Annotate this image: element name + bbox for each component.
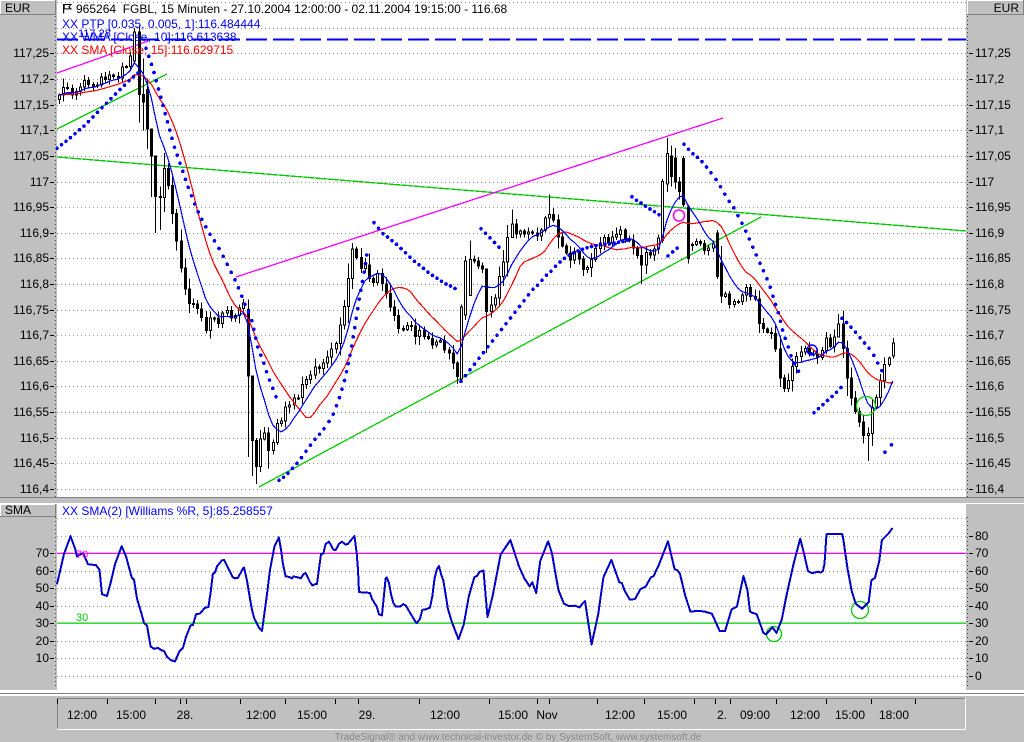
svg-text:117,15: 117,15 — [975, 98, 1011, 112]
svg-text:10: 10 — [975, 651, 989, 665]
svg-text:117: 117 — [30, 175, 49, 189]
svg-text:SMA: SMA — [5, 503, 31, 517]
svg-text:116,9: 116,9 — [975, 226, 1004, 240]
svg-text:EUR: EUR — [5, 1, 31, 15]
svg-text:116,5: 116,5 — [20, 431, 49, 445]
svg-text:EUR: EUR — [994, 1, 1020, 15]
svg-text:116,4: 116,4 — [975, 482, 1004, 496]
svg-text:116,9: 116,9 — [20, 226, 49, 240]
svg-text:116,45: 116,45 — [13, 456, 49, 470]
svg-text:Nov: Nov — [536, 708, 557, 722]
svg-text:116,95: 116,95 — [975, 200, 1011, 214]
svg-text:116,65: 116,65 — [975, 354, 1011, 368]
svg-text:30: 30 — [975, 616, 989, 630]
svg-text:09:00: 09:00 — [740, 708, 770, 722]
svg-text:117,1: 117,1 — [975, 123, 1004, 137]
svg-text:116,6: 116,6 — [20, 379, 49, 393]
svg-text:29.: 29. — [359, 708, 376, 722]
svg-text:XX SMA [Close, 15]:116.629715: XX SMA [Close, 15]:116.629715 — [62, 43, 234, 57]
svg-text:15:00: 15:00 — [116, 708, 146, 722]
svg-text:15:00: 15:00 — [498, 708, 528, 722]
svg-text:40: 40 — [975, 599, 989, 613]
svg-text:117,1: 117,1 — [20, 123, 49, 137]
svg-text:116,4: 116,4 — [20, 482, 49, 496]
svg-text:12:00: 12:00 — [430, 708, 460, 722]
svg-text:XX WMA [Close, 10]:116.613638: XX WMA [Close, 10]:116.613638 — [62, 30, 237, 44]
svg-text:12:00: 12:00 — [67, 708, 97, 722]
svg-text:117,2: 117,2 — [975, 72, 1004, 86]
svg-text:116,95: 116,95 — [13, 200, 49, 214]
svg-text:116,45: 116,45 — [975, 456, 1011, 470]
svg-text:30: 30 — [36, 616, 50, 630]
svg-text:116,8: 116,8 — [975, 277, 1004, 291]
svg-text:12:00: 12:00 — [605, 708, 635, 722]
svg-text:117,25: 117,25 — [13, 46, 49, 60]
svg-text:117: 117 — [975, 175, 994, 189]
svg-text:XX SMA(2) [Williams %R, 5]:85.: XX SMA(2) [Williams %R, 5]:85.258557 — [62, 504, 273, 518]
svg-text:60: 60 — [36, 564, 50, 578]
svg-text:30: 30 — [76, 612, 88, 624]
svg-text:116,65: 116,65 — [13, 354, 49, 368]
svg-text:116,75: 116,75 — [975, 303, 1011, 317]
svg-text:40: 40 — [36, 599, 50, 613]
svg-text:0: 0 — [975, 669, 982, 683]
svg-text:10: 10 — [36, 651, 50, 665]
svg-text:116,85: 116,85 — [13, 251, 49, 265]
svg-text:116,85: 116,85 — [975, 251, 1011, 265]
svg-text:116,7: 116,7 — [975, 328, 1004, 342]
svg-text:117,05: 117,05 — [13, 149, 49, 163]
svg-text:116,75: 116,75 — [13, 303, 49, 317]
svg-text:TradeSignal® and www.technical: TradeSignal® and www.technical-investor.… — [335, 732, 702, 742]
svg-text:117,28: 117,28 — [78, 28, 111, 40]
svg-text:116,6: 116,6 — [975, 379, 1004, 393]
svg-text:117,15: 117,15 — [13, 98, 49, 112]
svg-text:965264 FGBL, 15 Minuten - 27.: 965264 FGBL, 15 Minuten - 27.10.2004 12:… — [76, 2, 508, 16]
svg-text:2.: 2. — [717, 708, 727, 722]
svg-text:116,55: 116,55 — [13, 405, 49, 419]
svg-text:12:00: 12:00 — [246, 708, 276, 722]
svg-text:50: 50 — [975, 581, 989, 595]
svg-text:80: 80 — [975, 529, 989, 543]
svg-text:116,5: 116,5 — [975, 431, 1004, 445]
svg-text:XX PTP [0.035, 0.005, 1]:116.4: XX PTP [0.035, 0.005, 1]:116.484444 — [62, 17, 261, 31]
svg-text:117,05: 117,05 — [975, 149, 1011, 163]
svg-text:15:00: 15:00 — [297, 708, 327, 722]
svg-text:116,7: 116,7 — [20, 328, 49, 342]
svg-text:116,8: 116,8 — [20, 277, 49, 291]
svg-text:20: 20 — [975, 634, 989, 648]
svg-text:117,2: 117,2 — [20, 72, 49, 86]
svg-text:60: 60 — [975, 564, 989, 578]
svg-text:50: 50 — [36, 581, 50, 595]
svg-text:15:00: 15:00 — [657, 708, 687, 722]
svg-text:12:00: 12:00 — [790, 708, 820, 722]
svg-text:20: 20 — [36, 634, 50, 648]
svg-text:28.: 28. — [177, 708, 194, 722]
svg-text:116,55: 116,55 — [975, 405, 1011, 419]
svg-text:117,25: 117,25 — [975, 46, 1011, 60]
svg-text:70: 70 — [36, 546, 50, 560]
svg-text:70: 70 — [76, 549, 88, 561]
svg-text:70: 70 — [975, 546, 989, 560]
svg-text:18:00: 18:00 — [879, 708, 909, 722]
svg-text:15:00: 15:00 — [835, 708, 865, 722]
